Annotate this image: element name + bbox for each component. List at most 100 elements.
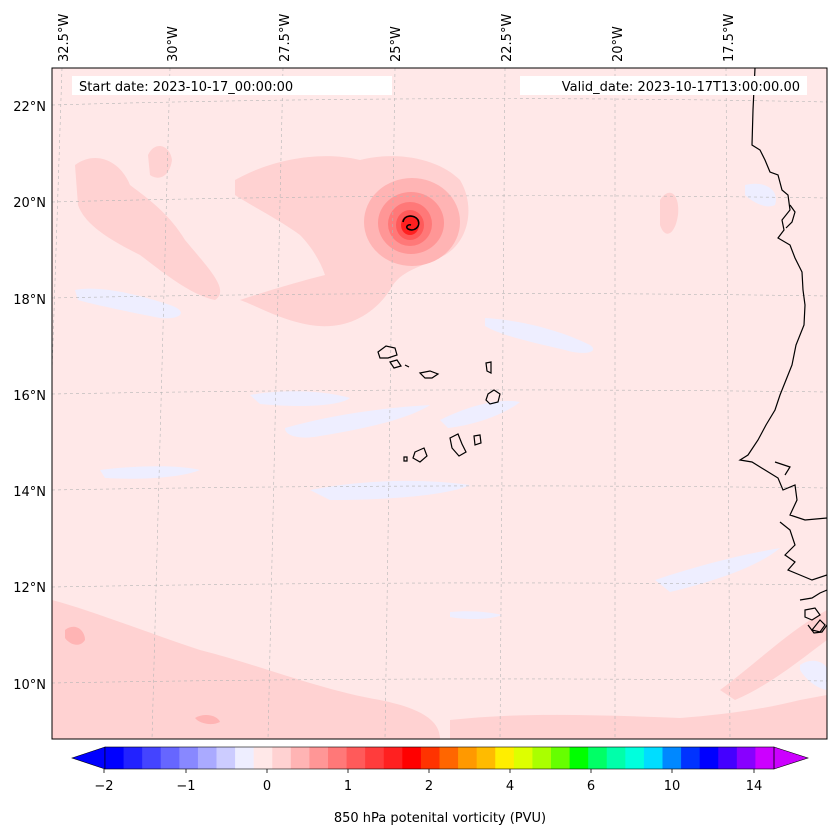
colorbar-segment xyxy=(625,747,645,769)
negative-streak-7 xyxy=(440,400,520,428)
start-date-box xyxy=(72,76,392,95)
lat-tick-label: 10°N xyxy=(13,678,46,693)
colorbar-tick-label: −1 xyxy=(176,779,195,794)
sw-dark-spot-1 xyxy=(65,626,85,645)
cyclone-center-contour xyxy=(402,215,420,231)
northwest-blob xyxy=(148,145,172,178)
coast-south-2 xyxy=(807,624,827,634)
island-maio xyxy=(473,434,482,446)
island-sal xyxy=(485,361,492,374)
colorbar-segment xyxy=(123,747,143,769)
lat-tick-label: 18°N xyxy=(13,293,46,308)
southeast-band xyxy=(720,610,827,700)
colorbar-segment xyxy=(681,747,701,769)
pv-contours xyxy=(52,145,827,739)
colorbar-segment xyxy=(290,747,310,769)
negative-streak-5 xyxy=(100,466,200,479)
colorbar-segment xyxy=(476,747,496,769)
colorbar-segments xyxy=(105,747,775,769)
colorbar-frame xyxy=(104,746,775,770)
colorbar-segment xyxy=(197,747,217,769)
colorbar-tick-label: 10 xyxy=(664,779,681,794)
colorbar-segment xyxy=(588,747,608,769)
island-santa-luzia xyxy=(404,364,410,368)
island-brava xyxy=(403,456,408,462)
coastlines xyxy=(377,68,827,634)
negative-streak-6 xyxy=(310,480,470,500)
island-santo-antao xyxy=(377,345,398,359)
lon-tick-label: 32.5°W xyxy=(57,14,72,62)
colorbar-segment xyxy=(420,747,440,769)
island-boa-vista xyxy=(485,389,501,405)
latitude-ticks: 22°N 20°N 18°N 16°N 14°N 12°N 10°N xyxy=(13,100,46,693)
map-frame xyxy=(51,67,828,740)
negative-streak-4 xyxy=(285,405,430,438)
colorbar-segment xyxy=(365,747,385,769)
colorbar-segment xyxy=(402,747,422,769)
colorbar-segment xyxy=(328,747,348,769)
african-coastline xyxy=(738,68,827,521)
colorbar-segment xyxy=(569,747,589,769)
negative-streak-8 xyxy=(655,548,780,592)
negative-streak-2 xyxy=(485,318,594,353)
colorbar-segment xyxy=(718,747,738,769)
island-santiago xyxy=(449,433,467,457)
lon-tick-label: 30°W xyxy=(166,26,181,62)
negative-streak-1 xyxy=(75,288,181,319)
colorbar-segment xyxy=(160,747,180,769)
colorbar-segment xyxy=(736,747,756,769)
island-sao-nicolau xyxy=(418,370,440,379)
colorbar-under-arrow xyxy=(71,746,106,770)
colorbar-segment xyxy=(346,747,366,769)
start-date-label: Start date: 2023-10-17_00:00:00 xyxy=(79,80,293,95)
lon-tick-label: 22.5°W xyxy=(500,14,515,62)
lon-tick-label: 27.5°W xyxy=(278,14,293,62)
island-fogo xyxy=(412,447,428,463)
negative-streak-3 xyxy=(250,391,350,406)
colorbar-segment xyxy=(253,747,273,769)
island-sao-vicente xyxy=(389,359,402,369)
colorbar-segment xyxy=(458,747,478,769)
colorbar-tick-label: 14 xyxy=(746,779,763,794)
colorbar-tick-label: 0 xyxy=(263,779,271,794)
colorbar-segment xyxy=(699,747,719,769)
colorbar-segment xyxy=(439,747,459,769)
lat-tick-label: 12°N xyxy=(13,581,46,596)
negative-streak-11 xyxy=(450,611,502,620)
colorbar-tick-label: −2 xyxy=(94,779,113,794)
colorbar-over-arrow xyxy=(773,746,809,770)
colorbar-tick-label: 6 xyxy=(587,779,595,794)
longitude-ticks: 32.5°W 30°W 27.5°W 25°W 22.5°W 20°W 17.5… xyxy=(57,14,737,62)
colorbar-segment xyxy=(532,747,552,769)
south-band xyxy=(450,695,827,739)
colorbar-segment xyxy=(643,747,663,769)
colorbar-segment xyxy=(662,747,682,769)
valid-date-box xyxy=(520,76,807,95)
colorbar: −2 −1 0 1 2 4 6 10 14 850 hPa potenital … xyxy=(71,746,809,826)
lon-tick-label: 17.5°W xyxy=(722,14,737,62)
colorbar-segment xyxy=(105,747,125,769)
colorbar-segment xyxy=(513,747,533,769)
lat-tick-label: 22°N xyxy=(13,100,46,115)
west-positive-band xyxy=(75,157,221,300)
negative-streak-10 xyxy=(800,660,827,690)
colorbar-segment xyxy=(755,747,775,769)
graticule xyxy=(52,68,827,739)
colorbar-segment xyxy=(235,747,255,769)
colorbar-segment xyxy=(551,747,571,769)
colorbar-tick-label: 4 xyxy=(506,779,514,794)
lat-tick-label: 16°N xyxy=(13,389,46,404)
colorbar-segment xyxy=(216,747,236,769)
lon-tick-label: 20°W xyxy=(611,26,626,62)
colorbar-tick-label: 2 xyxy=(425,779,433,794)
lon-tick-label: 25°W xyxy=(389,26,404,62)
coast-south-1 xyxy=(799,589,827,601)
sw-dark-spot-2 xyxy=(195,715,220,725)
negative-streak-9 xyxy=(745,183,776,207)
coast-inlet-1 xyxy=(785,204,796,229)
colorbar-segment xyxy=(142,747,162,769)
colorbar-title: 850 hPa potenital vorticity (PVU) xyxy=(334,811,546,826)
northeast-blob xyxy=(660,192,679,234)
colorbar-segment xyxy=(495,747,515,769)
